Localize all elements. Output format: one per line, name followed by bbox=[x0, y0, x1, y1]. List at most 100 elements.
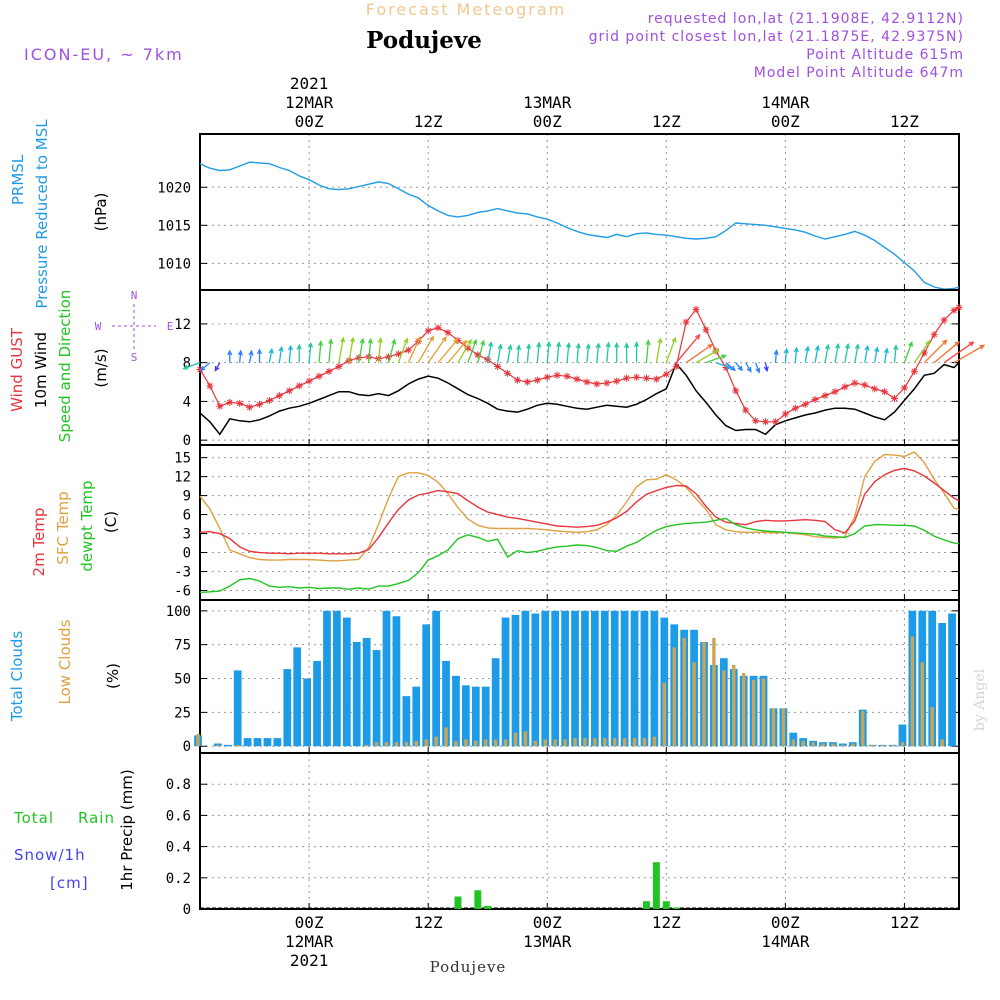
total-cloud-bar bbox=[471, 686, 480, 747]
wind-arrow bbox=[556, 342, 560, 363]
gust-marker bbox=[920, 349, 928, 357]
wind-arrow bbox=[457, 339, 472, 363]
wind-arrow-head bbox=[377, 337, 383, 343]
y-tick-label: 12 bbox=[174, 317, 191, 333]
gust-marker bbox=[871, 385, 879, 393]
wind-arrow bbox=[923, 339, 947, 364]
wind-arrow-head bbox=[536, 341, 542, 348]
wind-arrow bbox=[943, 341, 974, 364]
low-cloud-bar bbox=[513, 732, 518, 747]
low-cloud-bar bbox=[930, 706, 934, 747]
low-cloud-bar bbox=[235, 744, 240, 747]
low-cloud-bar bbox=[622, 738, 627, 747]
wind-arrow-head bbox=[237, 349, 243, 356]
wind-arrow-head bbox=[466, 338, 472, 345]
y-tick-label: 1010 bbox=[157, 256, 191, 272]
low-cloud-bar bbox=[861, 711, 865, 747]
wind-arrow bbox=[814, 346, 819, 363]
wind-arrow bbox=[437, 339, 459, 364]
gust-marker bbox=[513, 376, 521, 384]
time-label: 2021 bbox=[290, 74, 329, 93]
wind-arrow bbox=[278, 347, 283, 363]
total-cloud-bar bbox=[313, 660, 321, 747]
wind-arrow-head bbox=[461, 339, 468, 346]
wind-10m-line bbox=[199, 362, 960, 436]
wind-arrow-head bbox=[645, 339, 651, 346]
low-cloud-bar bbox=[553, 739, 557, 747]
wind-arrow bbox=[933, 341, 960, 364]
gust-marker bbox=[851, 379, 859, 387]
wind-arrow bbox=[546, 342, 550, 363]
wind-arrow bbox=[214, 362, 221, 371]
wind-arrow-head bbox=[793, 346, 799, 353]
time-label: 12MAR bbox=[285, 93, 334, 112]
gust-marker bbox=[226, 398, 234, 406]
total-cloud-bar bbox=[551, 610, 560, 747]
temp-sfc-line bbox=[199, 451, 960, 562]
temp-unit: (C) bbox=[102, 511, 120, 533]
cloud-panel-labels: Total Clouds Low Clouds (%) bbox=[8, 619, 122, 722]
wind-gust-line bbox=[199, 306, 960, 423]
gust-marker bbox=[791, 404, 799, 412]
footer-location: Podujeve bbox=[430, 958, 507, 976]
total-cloud-bar bbox=[442, 660, 450, 747]
temp-2m-label: 2m Temp bbox=[30, 508, 48, 577]
wind-arrow-head bbox=[730, 365, 736, 372]
y-tick-label: -6 bbox=[174, 584, 191, 600]
low-cloud-bar bbox=[573, 738, 577, 747]
gust-marker bbox=[573, 375, 581, 383]
wind-arrow bbox=[953, 344, 985, 364]
wind-arrow-head bbox=[595, 342, 601, 349]
wind-arrow bbox=[824, 345, 829, 363]
low-cloud-bar bbox=[652, 736, 657, 747]
wind-arrow bbox=[536, 342, 540, 363]
gust-marker bbox=[623, 374, 631, 382]
y-tick-label: 15 bbox=[174, 451, 191, 467]
wind-arrow-head bbox=[453, 338, 459, 344]
low-cloud-bar bbox=[474, 740, 478, 747]
temp-panel-labels: 2m Temp SFC Temp dewpt Temp (C) bbox=[30, 480, 120, 576]
y-tick-label: 9 bbox=[183, 489, 191, 505]
y-tick-label: 25 bbox=[174, 705, 191, 721]
wind-arrow-head bbox=[979, 344, 986, 350]
location-title: Podujeve bbox=[366, 27, 482, 54]
gust-marker bbox=[603, 379, 611, 387]
gust-marker bbox=[861, 381, 869, 389]
rain-bar bbox=[672, 907, 680, 909]
total-cloud-bar bbox=[372, 650, 381, 747]
wind-arrow-head bbox=[516, 344, 522, 351]
wind-arrow bbox=[586, 344, 590, 363]
wind-arrow bbox=[239, 350, 242, 363]
total-cloud-bar bbox=[610, 610, 619, 747]
wind-arrow-head bbox=[480, 339, 486, 346]
wind-speed-dir-label: Speed and Direction bbox=[56, 290, 74, 443]
low-cloud-bar bbox=[811, 742, 815, 747]
wind-arrow bbox=[606, 342, 610, 363]
total-cloud-bar bbox=[263, 738, 272, 747]
time-label: 14MAR bbox=[761, 93, 810, 112]
low-cloud-bar bbox=[384, 742, 389, 747]
total-cloud-bar bbox=[620, 610, 629, 747]
total-cloud-bar bbox=[531, 613, 540, 747]
total-cloud-bar bbox=[600, 610, 609, 747]
temp-2m-line bbox=[199, 467, 960, 555]
precip-snow-unit: [cm] bbox=[50, 874, 89, 892]
wind-arrow bbox=[794, 347, 798, 363]
low-cloud-bar bbox=[374, 742, 379, 747]
gust-marker bbox=[305, 377, 313, 385]
total-cloud-bar bbox=[501, 617, 510, 747]
low-cloud-bar bbox=[583, 738, 587, 747]
wind-arrow bbox=[377, 338, 382, 363]
gust-marker bbox=[762, 418, 770, 426]
total-cloud-bar bbox=[303, 678, 312, 747]
gust-marker bbox=[881, 388, 889, 396]
compass-rose: N S W E bbox=[95, 289, 174, 364]
wind-arrow-head bbox=[199, 365, 206, 372]
low-cloud-bar bbox=[493, 739, 498, 747]
y-tick-label: 0.6 bbox=[166, 808, 191, 824]
y-tick-label: 8 bbox=[183, 356, 191, 372]
y-tick-label: 0 bbox=[183, 546, 191, 562]
gust-marker bbox=[216, 402, 224, 410]
wind-arrow-head bbox=[416, 335, 421, 342]
